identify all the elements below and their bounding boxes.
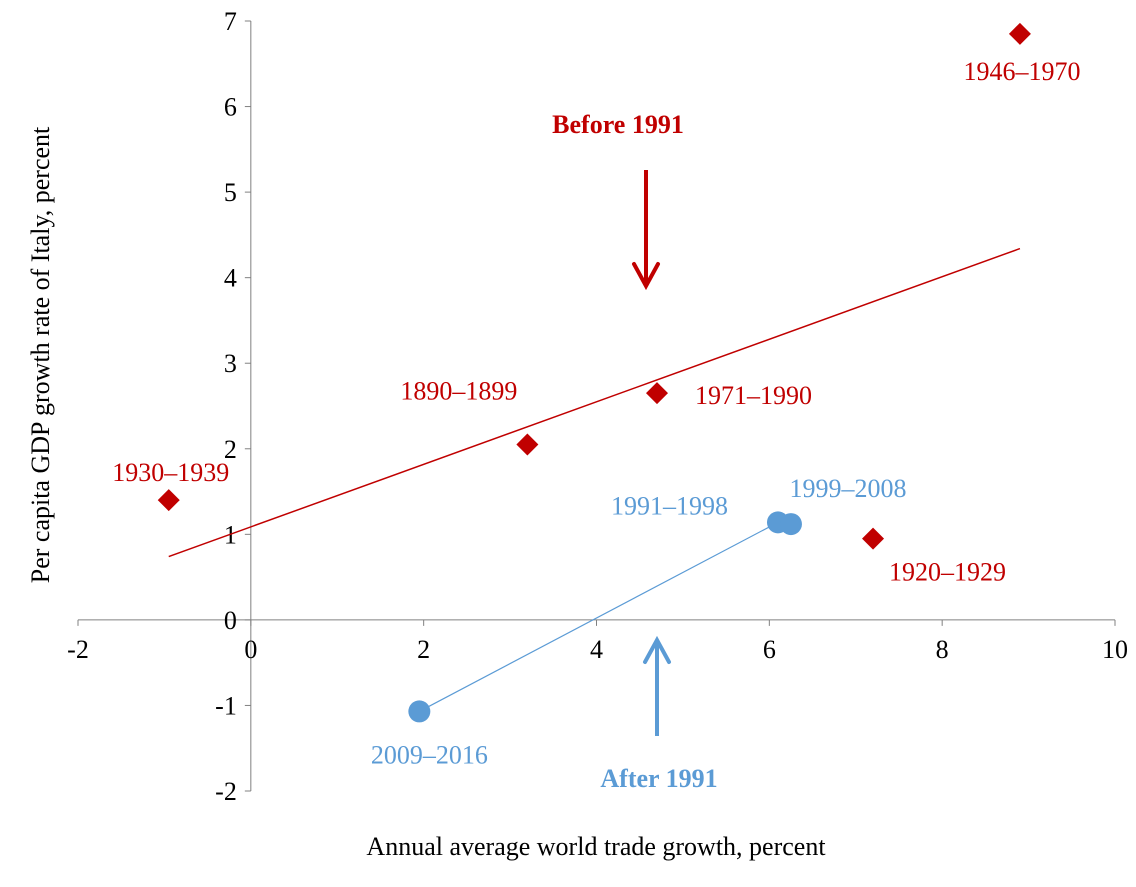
before-point-label: 1946–1970 [963,57,1080,86]
x-tick-label: 6 [763,635,776,664]
x-axis-title: Annual average world trade growth, perce… [366,832,826,861]
up-arrow-head-icon [643,635,671,664]
before-diamond-marker [516,433,539,456]
x-tick-label: 8 [936,635,949,664]
trendlines [168,247,1021,712]
data-markers [157,22,1031,723]
before-point-label: 1971–1990 [695,381,812,410]
y-tick-label: -1 [215,691,237,720]
after-1991-annotation: After 1991 [600,764,717,793]
y-tick-label: 6 [224,93,237,122]
after-circle-marker [408,700,431,723]
before-diamond-marker [862,527,885,550]
before-diamond-marker [157,489,180,512]
after-circle-marker [779,513,802,536]
before-1991-annotation: Before 1991 [552,110,684,139]
after-point-label: 1999–2008 [789,474,906,503]
before-diamond-marker [1008,22,1031,45]
after-point-label: 1991–1998 [611,491,728,520]
y-axis-title: Per capita GDP growth rate of Italy, per… [26,126,55,583]
x-tick-label: 0 [244,635,257,664]
before-point-label: 1890–1899 [400,377,517,406]
y-tick-label: 3 [224,349,237,378]
before-point-label: 1930–1939 [112,458,229,487]
y-tick-label: -2 [215,777,237,806]
before-diamond-marker [645,382,668,405]
x-tick-label: 4 [590,635,603,664]
x-tick-label: 2 [417,635,430,664]
y-tick-label: 5 [224,178,237,207]
after-trendline [419,521,779,712]
y-tick-label: 2 [224,435,237,464]
y-tick-label: 7 [224,7,237,36]
x-tick-label: 10 [1102,635,1128,664]
after-point-label: 2009–2016 [371,740,488,769]
y-tick-label: 0 [224,606,237,635]
annotations: Before 1991 After 1991 [552,110,717,793]
x-tick-label: -2 [67,635,89,664]
down-arrow-head-icon [632,262,660,291]
y-tick-label: 4 [224,264,237,293]
before-trendline [168,247,1021,558]
point-labels: 1930–1939 1890–1899 1971–1990 1920–1929 1946… [112,57,1080,770]
before-point-label: 1920–1929 [889,558,1006,587]
